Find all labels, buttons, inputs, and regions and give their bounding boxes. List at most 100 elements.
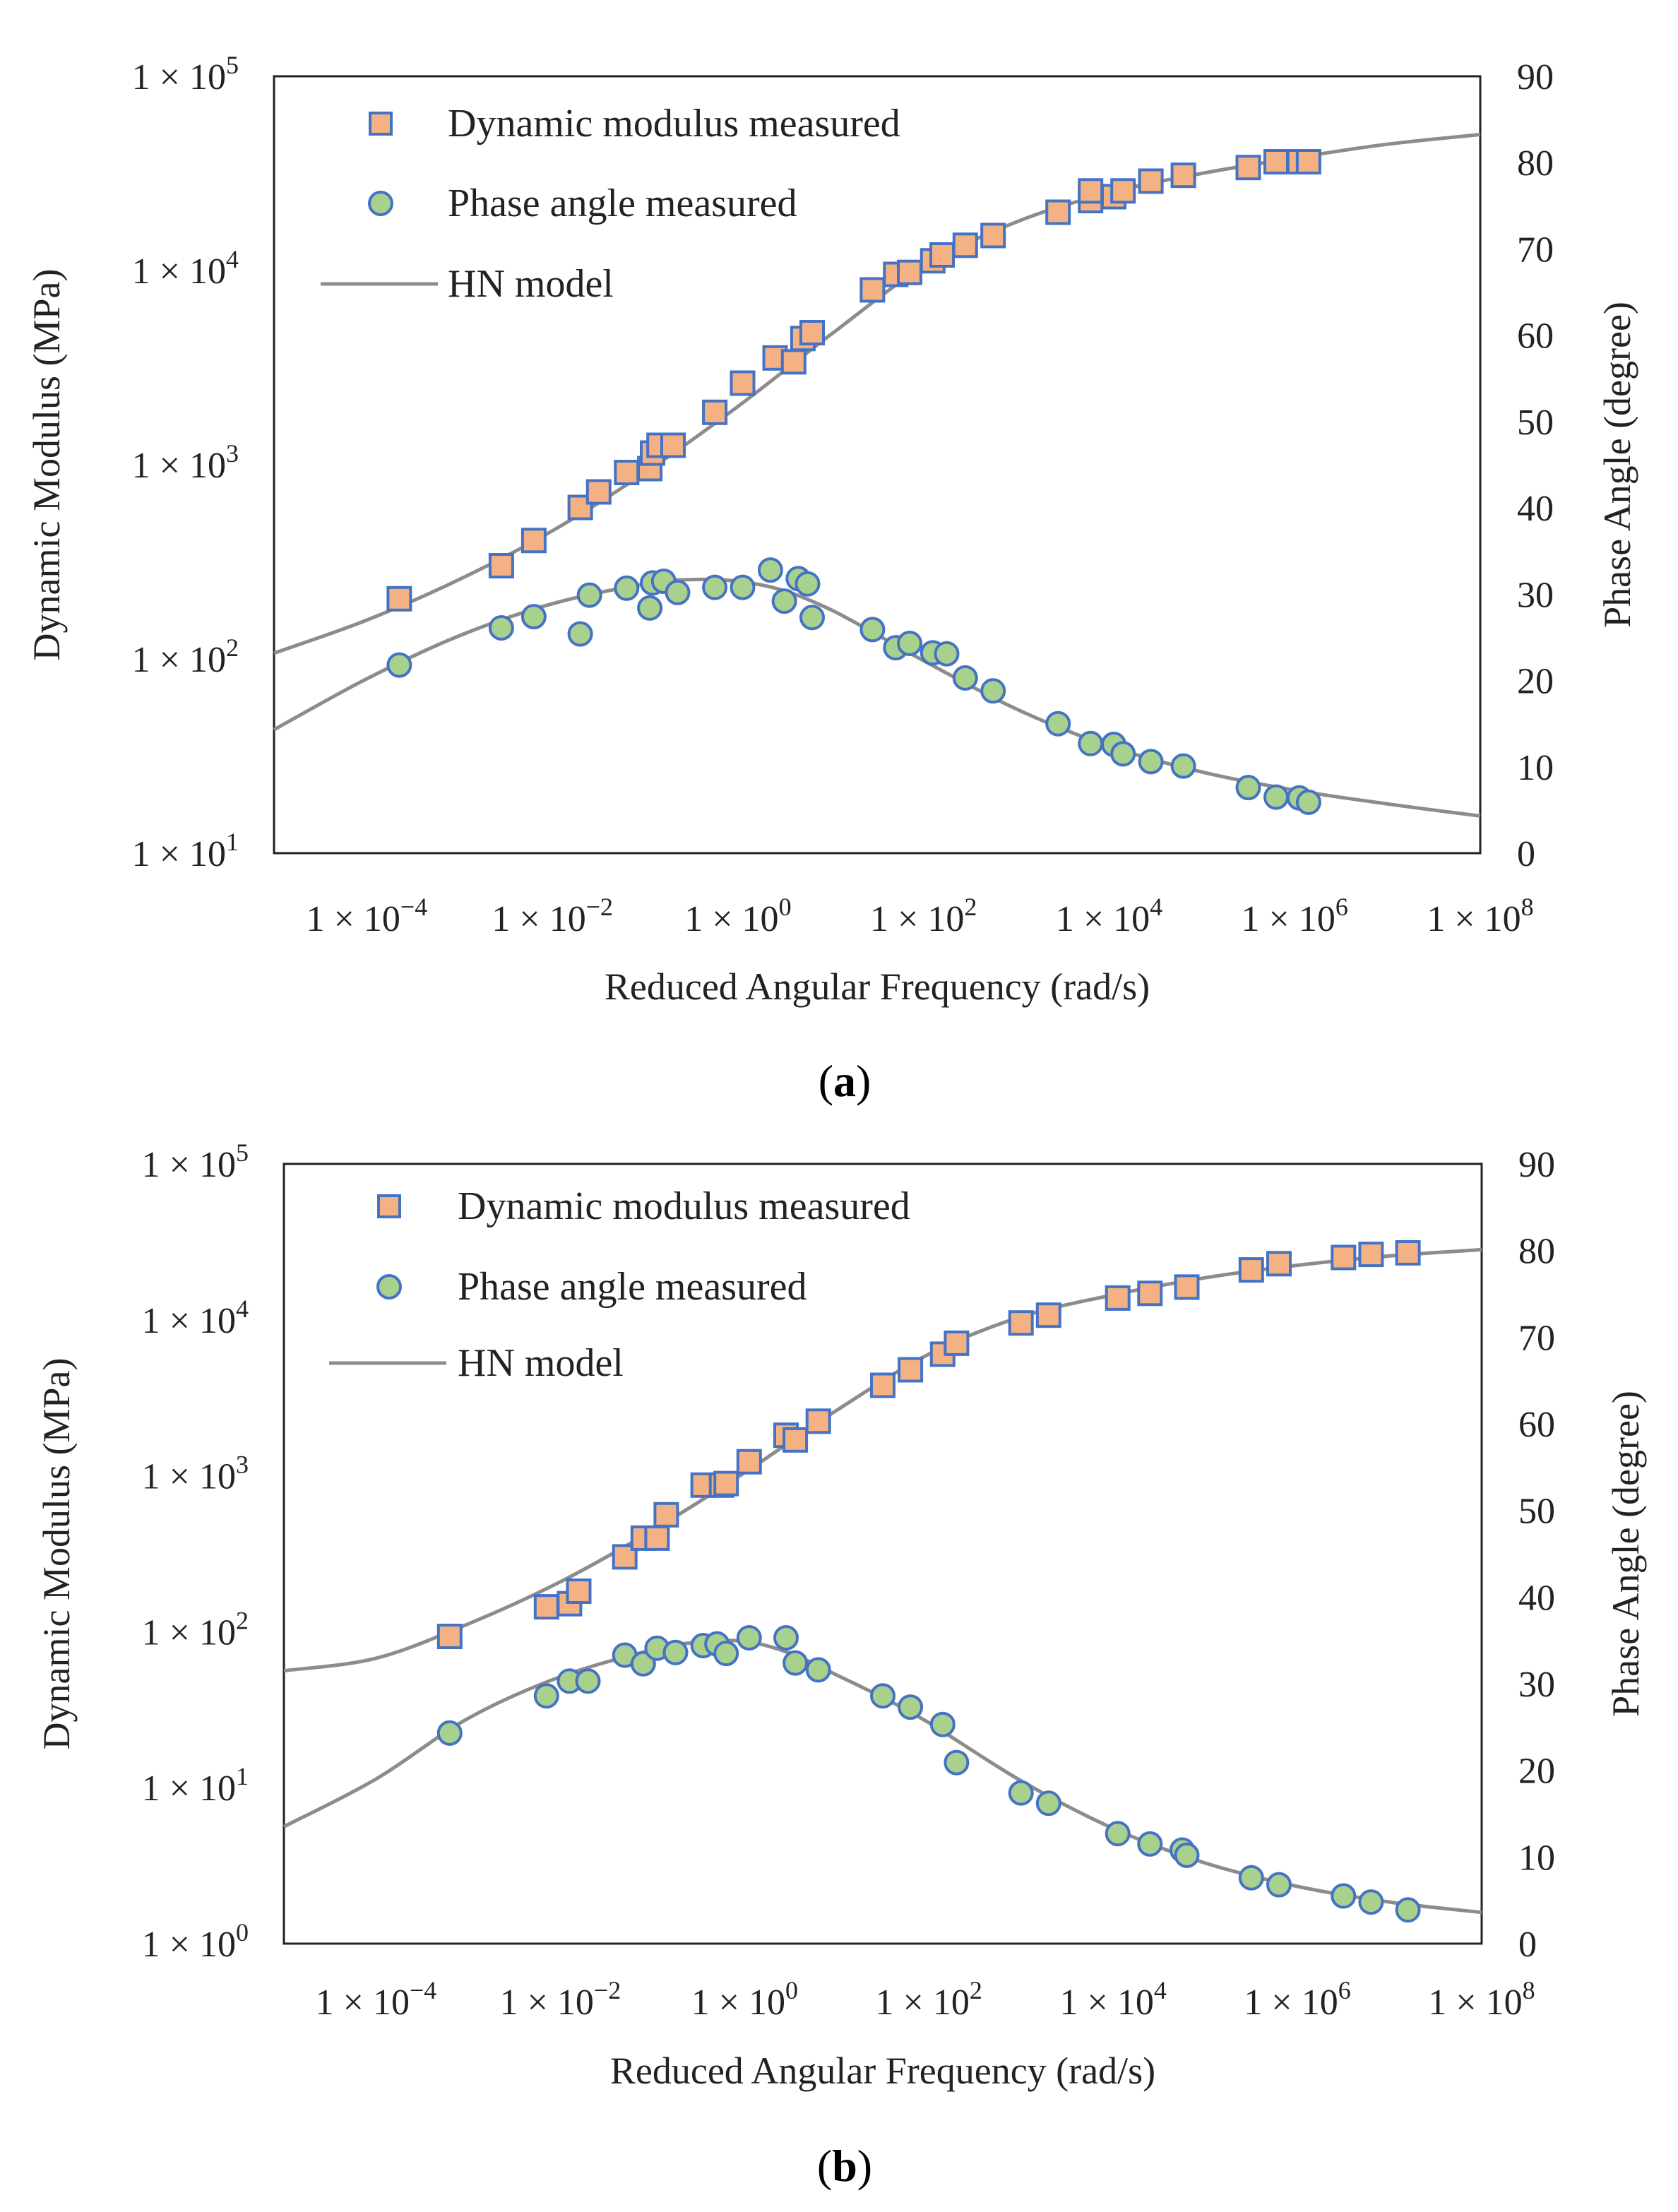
modulus-point-a	[780, 349, 807, 375]
modulus-point-a	[702, 399, 728, 425]
phase-point-b	[575, 1668, 601, 1694]
phase-point-a	[614, 575, 640, 601]
phase-point-a	[702, 574, 728, 600]
y-right-tick-label-a: 90	[1517, 57, 1554, 97]
phase-point-a	[637, 595, 663, 621]
phase-point-b	[1137, 1831, 1163, 1857]
model-curves-a	[273, 133, 1481, 818]
modulus-point-a	[660, 432, 686, 458]
phase-point-b	[630, 1651, 656, 1677]
modulus-point-b	[1395, 1239, 1421, 1266]
hn-model-modulus-curve-b	[283, 1247, 1482, 1673]
y-left-axis-label-b: Dynamic Modulus (MPa)	[35, 1358, 78, 1750]
phase-point-a	[934, 641, 960, 667]
modulus-point-b	[944, 1330, 970, 1356]
phase-point-b	[1174, 1842, 1200, 1868]
modulus-point-a	[1295, 149, 1321, 174]
modulus-point-b	[1174, 1274, 1200, 1300]
y-right-tick-label-b: 40	[1518, 1578, 1555, 1618]
caption-letter-b: b	[832, 2141, 857, 2191]
phase-point-a	[1295, 789, 1321, 815]
x-tick-label-a: 1 × 108	[1427, 893, 1533, 939]
x-tick-label-a: 1 × 102	[870, 893, 977, 939]
x-tick-labels-b: 1 × 10−4 1 × 10−2 1 × 100 1 × 102 1 × 104 1 ×…	[316, 1976, 1535, 2023]
modulus-point-a	[929, 242, 955, 268]
y-right-tick-label-b: 80	[1518, 1232, 1555, 1272]
phase-point-a	[897, 631, 922, 656]
phase-point-a	[567, 621, 593, 647]
y-right-axis-label-a: Phase Angle (degree)	[1596, 302, 1638, 628]
x-tick-label-b: 1 × 104	[1060, 1976, 1167, 2023]
x-tick-label-a: 1 × 10−4	[307, 893, 428, 939]
legend-label-modulus-a: Dynamic modulus measured	[448, 102, 900, 145]
phase-point-a	[1110, 741, 1136, 767]
chart-panel-a: 1 × 101 1 × 102 1 × 103 1 × 104 1 × 105 0 10 2…	[25, 51, 1638, 1106]
y-left-tick-labels-b: 1 × 100 1 × 101 1 × 102 1 × 103 1 × 104 1 × 1…	[142, 1138, 249, 1965]
phase-point-b	[1395, 1897, 1421, 1923]
phase-point-b	[1331, 1883, 1357, 1909]
phase-point-b	[1238, 1865, 1264, 1891]
legend-square-symbol-b	[377, 1194, 401, 1218]
data-points-a	[386, 149, 1321, 815]
legend-label-model-b: HN model	[458, 1341, 624, 1385]
phase-point-b	[1008, 1780, 1034, 1806]
modulus-point-a	[1170, 162, 1196, 189]
x-tick-label-a: 1 × 100	[684, 893, 791, 939]
phase-point-b	[870, 1683, 895, 1709]
phase-point-a	[980, 678, 1006, 704]
y-left-tick-label-b: 1 × 103	[142, 1451, 249, 1497]
modulus-point-a	[1138, 168, 1164, 194]
modulus-point-b	[783, 1427, 809, 1453]
phase-point-a	[520, 604, 547, 630]
x-tick-label-b: 1 × 108	[1428, 1976, 1535, 2023]
modulus-point-b	[1331, 1244, 1357, 1271]
phase-point-a	[1170, 753, 1196, 779]
x-tick-label-b: 1 × 10−2	[500, 1976, 621, 2023]
modulus-point-b	[1008, 1310, 1034, 1336]
phase-point-b	[929, 1711, 956, 1737]
phase-point-a	[795, 571, 821, 597]
y-right-tick-label-b: 0	[1518, 1925, 1537, 1965]
modulus-point-b	[898, 1357, 924, 1383]
y-right-tick-label-b: 70	[1518, 1318, 1555, 1358]
data-points-b	[436, 1239, 1421, 1923]
phase-point-b	[898, 1694, 924, 1720]
modulus-point-a	[1045, 199, 1071, 225]
phase-point-b	[1035, 1790, 1061, 1816]
modulus-point-b	[644, 1525, 670, 1551]
modulus-point-b	[533, 1594, 559, 1620]
modulus-point-a	[386, 585, 412, 612]
legend-circle-symbol-b	[376, 1274, 402, 1300]
x-axis-label-b: Reduced Angular Frequency (rad/s)	[610, 2050, 1155, 2092]
panel-caption-b: (b)	[817, 2141, 872, 2191]
phase-point-a	[1138, 749, 1164, 775]
y-right-tick-label-a: 50	[1517, 403, 1554, 443]
y-right-tick-label-a: 0	[1517, 834, 1535, 874]
plot-frame-a	[273, 75, 1482, 855]
phase-point-a	[799, 605, 825, 631]
modulus-point-a	[730, 370, 756, 396]
modulus-point-b	[870, 1372, 895, 1398]
legend-square-symbol-a	[369, 112, 393, 136]
modulus-point-b	[1358, 1242, 1384, 1268]
hn-model-phase-curve-a	[273, 577, 1481, 818]
phase-point-a	[386, 652, 412, 678]
modulus-point-b	[1105, 1285, 1131, 1311]
phase-point-b	[1266, 1872, 1292, 1898]
phase-point-a	[576, 582, 602, 608]
modulus-point-a	[520, 528, 547, 554]
modulus-point-a	[614, 460, 640, 485]
legend-label-phase-a: Phase angle measured	[448, 182, 797, 225]
modulus-point-b	[805, 1408, 831, 1434]
y-right-tick-label-b: 10	[1518, 1838, 1555, 1878]
modulus-point-b	[566, 1578, 592, 1604]
modulus-point-a	[1078, 178, 1104, 204]
x-tick-label-a: 1 × 104	[1056, 893, 1162, 939]
y-right-tick-label-a: 20	[1517, 662, 1554, 702]
legend-b: Dynamic modulus measured Phase angle mea…	[329, 1184, 910, 1385]
modulus-point-a	[585, 479, 612, 505]
phase-point-b	[944, 1749, 970, 1776]
y-right-tick-label-a: 70	[1517, 230, 1554, 270]
phase-point-a	[757, 557, 783, 583]
